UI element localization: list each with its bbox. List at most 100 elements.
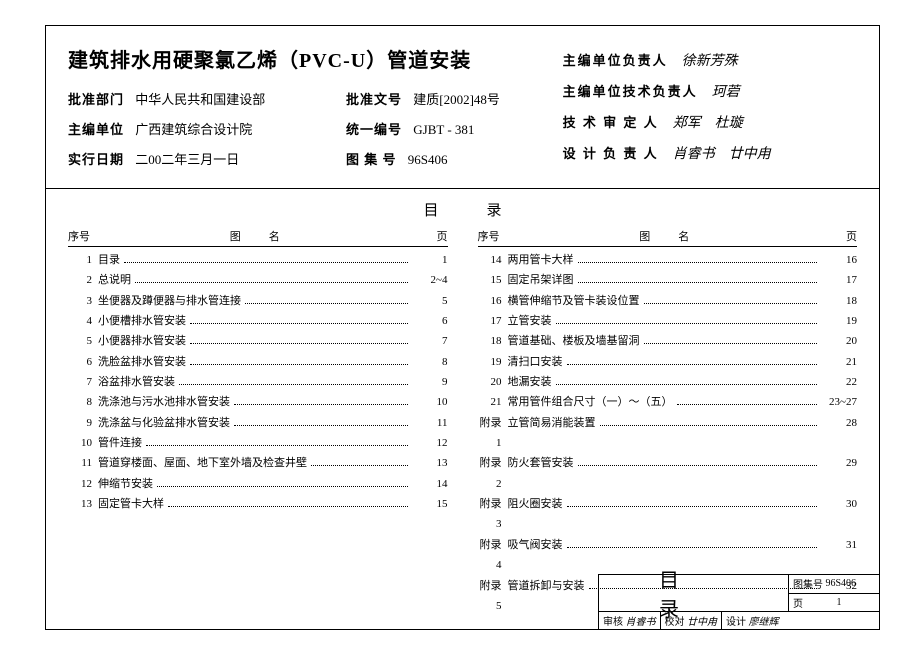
toc-page: 8 <box>412 352 448 372</box>
toc-left-body: 1目录12总说明2~43坐便器及蹲便器与排水管连接54小便槽排水管安装65小便器… <box>68 250 448 514</box>
title-block-bottom: 审核 肖睿书 校对 廿中甪 设计 廖继辉 <box>599 611 879 629</box>
toc-name: 两用管卡大样 <box>508 250 574 270</box>
toc-leader <box>677 404 818 405</box>
toc-name: 管道穿楼面、屋面、地下室外墙及检查井壁 <box>98 453 307 473</box>
toc-row: 1目录1 <box>68 250 448 270</box>
toc-leader <box>168 506 408 507</box>
toc-name: 目录 <box>98 250 120 270</box>
toc-row: 18管道基础、楼板及墙基留洞20 <box>478 331 858 351</box>
toc-no: 16 <box>478 291 508 311</box>
approve-dept: 批准部门 中华人民共和国建设部 <box>68 89 318 108</box>
toc-page: 16 <box>821 250 857 270</box>
toc-no: 附录 4 <box>478 535 508 576</box>
toc-page: 29 <box>821 453 857 473</box>
signature-label: 设 计 负 责 人 <box>563 143 659 162</box>
toc-leader <box>135 282 408 283</box>
toc-name: 阻火圈安装 <box>508 494 563 514</box>
toc-columns: 序号 图名 页 1目录12总说明2~43坐便器及蹲便器与排水管连接54小便槽排水… <box>68 228 857 616</box>
toc-row: 16横管伸缩节及管卡装设位置 18 <box>478 291 858 311</box>
toc-header-row: 序号 图名 页 <box>478 228 858 247</box>
toc-row: 3坐便器及蹲便器与排水管连接5 <box>68 291 448 311</box>
toc-row: 2总说明2~4 <box>68 270 448 290</box>
toc-name: 小便槽排水管安装 <box>98 311 186 331</box>
info-grid: 批准部门 中华人民共和国建设部 批准文号 建质[2002]48号 主编单位 广西… <box>68 89 553 168</box>
effective-date: 实行日期 二00二年三月一日 <box>68 149 318 168</box>
signature-value: 肖睿书 廿中甪 <box>673 143 771 163</box>
toc-row: 4小便槽排水管安装 6 <box>68 311 448 331</box>
toc-leader <box>644 303 818 304</box>
toc-no: 19 <box>478 352 508 372</box>
toc-name: 常用管件组合尺寸（一）～（五） <box>508 392 673 412</box>
toc-page: 10 <box>412 392 448 412</box>
toc-page: 17 <box>821 270 857 290</box>
toc-leader <box>190 364 408 365</box>
check-cell: 审核 肖睿书 <box>599 612 661 629</box>
title-block: 目录 图集号 96S406 页 1 审核 肖睿书 校对 廿中甪 <box>598 574 879 629</box>
toc-row: 6洗脸盆排水管安装8 <box>68 352 448 372</box>
toc-leader <box>190 343 408 344</box>
toc-no: 附录 3 <box>478 494 508 535</box>
toc-no: 附录 1 <box>478 413 508 454</box>
toc-no: 14 <box>478 250 508 270</box>
toc-page: 5 <box>412 291 448 311</box>
toc-leader <box>556 384 818 385</box>
signature-row: 主编单位技术负责人珂菪 <box>563 81 857 101</box>
toc-page: 14 <box>412 474 448 494</box>
toc-no: 9 <box>68 413 98 433</box>
document-title: 建筑排水用硬聚氯乙烯（PVC-U）管道安装 <box>68 44 553 73</box>
toc-row: 附录 1立管简易消能装置28 <box>478 413 858 454</box>
signature-label: 技 术 审 定 人 <box>563 112 659 131</box>
toc-leader <box>578 262 818 263</box>
toc-no: 20 <box>478 372 508 392</box>
toc-name: 管件连接 <box>98 433 142 453</box>
title-block-top: 目录 图集号 96S406 页 1 <box>599 575 879 611</box>
block-title: 目录 <box>599 575 789 611</box>
header-left: 建筑排水用硬聚氯乙烯（PVC-U）管道安装 批准部门 中华人民共和国建设部 批准… <box>68 44 563 174</box>
signature-value: 徐新芳殊 <box>682 50 738 70</box>
toc-page: 31 <box>821 535 857 555</box>
toc-name: 立管简易消能装置 <box>508 413 596 433</box>
signature-value: 珂菪 <box>712 81 740 101</box>
toc-name: 横管伸缩节及管卡装设位置 <box>508 291 640 311</box>
toc-name: 洗脸盆排水管安装 <box>98 352 186 372</box>
toc-row: 10管件连接12 <box>68 433 448 453</box>
toc-no: 18 <box>478 331 508 351</box>
toc-leader <box>567 547 818 548</box>
toc-no: 8 <box>68 392 98 412</box>
signature-row: 技 术 审 定 人郑军 杜璇 <box>563 112 857 132</box>
toc-no: 5 <box>68 331 98 351</box>
approve-doc: 批准文号 建质[2002]48号 <box>346 89 553 108</box>
toc-page: 18 <box>821 291 857 311</box>
toc-page: 6 <box>412 311 448 331</box>
toc-name: 吸气阀安装 <box>508 535 563 555</box>
drawing-sheet: 建筑排水用硬聚氯乙烯（PVC-U）管道安装 批准部门 中华人民共和国建设部 批准… <box>45 25 880 630</box>
toc-leader <box>567 364 818 365</box>
signature-value: 郑军 杜璇 <box>673 112 743 132</box>
toc-no: 21 <box>478 392 508 412</box>
atlas-cell: 图集号 96S406 <box>789 575 879 594</box>
toc-row: 21常用管件组合尺寸（一）～（五）23~27 <box>478 392 858 412</box>
toc-page: 9 <box>412 372 448 392</box>
toc-right-column: 序号 图名 页 14两用管卡大样1615固定吊架详图1716横管伸缩节及管卡装设… <box>478 228 858 616</box>
toc-row: 15固定吊架详图17 <box>478 270 858 290</box>
toc-leader <box>157 486 408 487</box>
header: 建筑排水用硬聚氯乙烯（PVC-U）管道安装 批准部门 中华人民共和国建设部 批准… <box>46 26 879 189</box>
toc-no: 10 <box>68 433 98 453</box>
page-cell: 页 1 <box>789 594 879 612</box>
toc-leader <box>190 323 408 324</box>
toc-page: 13 <box>412 453 448 473</box>
toc-row: 7浴盆排水管安装9 <box>68 372 448 392</box>
toc-name: 防火套管安装 <box>508 453 574 473</box>
toc-name: 清扫口安装 <box>508 352 563 372</box>
signature-row: 设 计 负 责 人肖睿书 廿中甪 <box>563 143 857 163</box>
toc-leader <box>179 384 408 385</box>
toc-right-body: 14两用管卡大样1615固定吊架详图1716横管伸缩节及管卡装设位置1817立管… <box>478 250 858 616</box>
toc-leader <box>556 323 818 324</box>
toc-page: 19 <box>821 311 857 331</box>
toc-page: 20 <box>821 331 857 351</box>
toc-no: 17 <box>478 311 508 331</box>
toc-no: 附录 5 <box>478 576 508 617</box>
toc-leader <box>311 465 408 466</box>
toc-name: 总说明 <box>98 270 131 290</box>
toc-no: 4 <box>68 311 98 331</box>
